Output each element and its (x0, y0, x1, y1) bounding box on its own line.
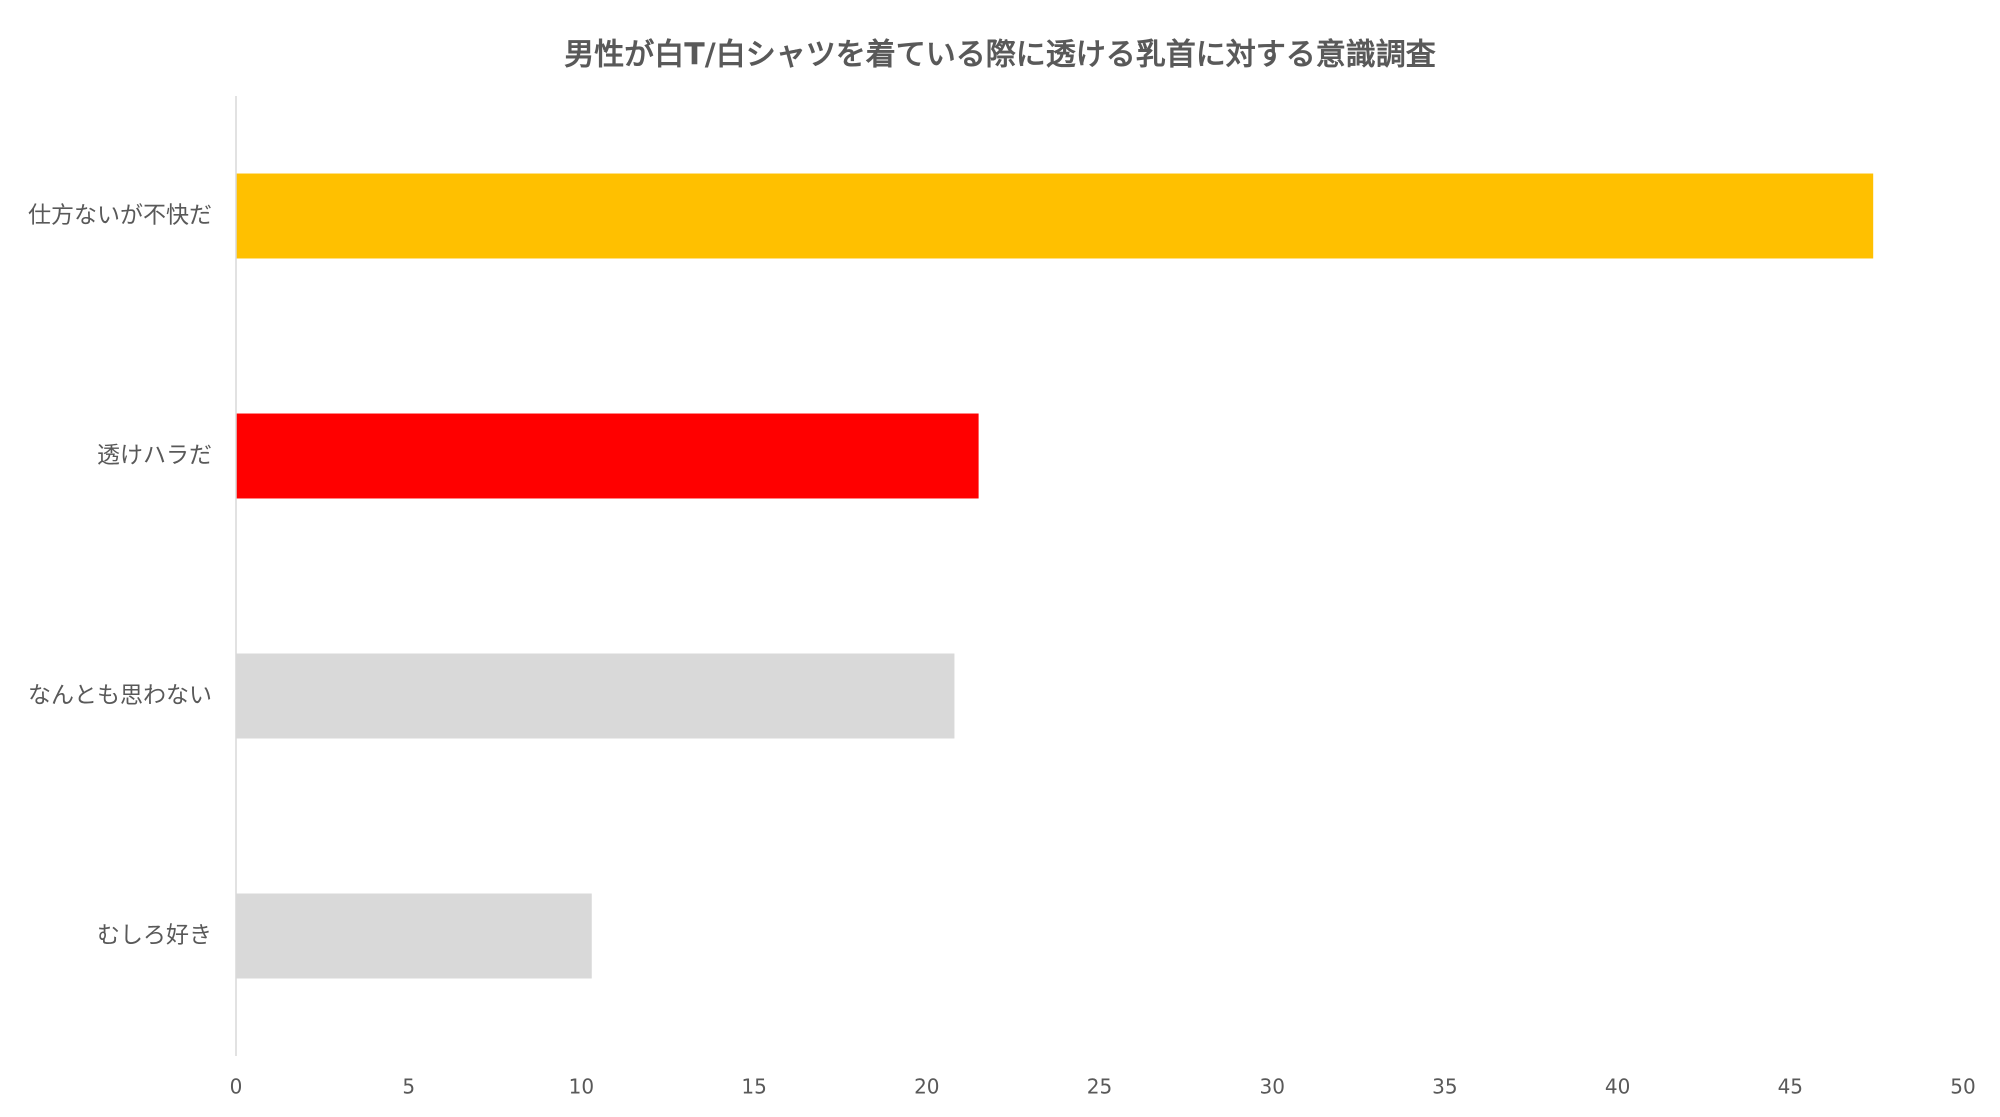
bar (236, 173, 1874, 259)
y-tick-label: 仕方ないが不快だ (28, 203, 212, 229)
bar (236, 893, 592, 979)
x-tick-label: 10 (569, 1075, 594, 1099)
y-tick-label: なんとも思わない (28, 683, 212, 709)
x-tick-label: 25 (1087, 1075, 1112, 1099)
x-tick-label: 0 (230, 1075, 243, 1099)
bar (236, 653, 955, 739)
x-tick-label: 5 (402, 1075, 415, 1099)
x-tick-label: 30 (1259, 1075, 1284, 1099)
x-tick-label: 40 (1605, 1075, 1630, 1099)
y-tick-label: むしろ好き (97, 923, 212, 949)
chart-title: 男性が白T/白シャツを着ている際に透ける乳首に対する意識調査 (564, 38, 1435, 73)
x-tick-label: 50 (1950, 1075, 1975, 1099)
x-tick-label: 45 (1778, 1075, 1803, 1099)
x-tick-label: 20 (914, 1075, 939, 1099)
x-tick-label: 15 (741, 1075, 766, 1099)
x-tick-label: 35 (1432, 1075, 1457, 1099)
y-tick-label: 透けハラだ (97, 443, 212, 469)
bar (236, 413, 979, 499)
